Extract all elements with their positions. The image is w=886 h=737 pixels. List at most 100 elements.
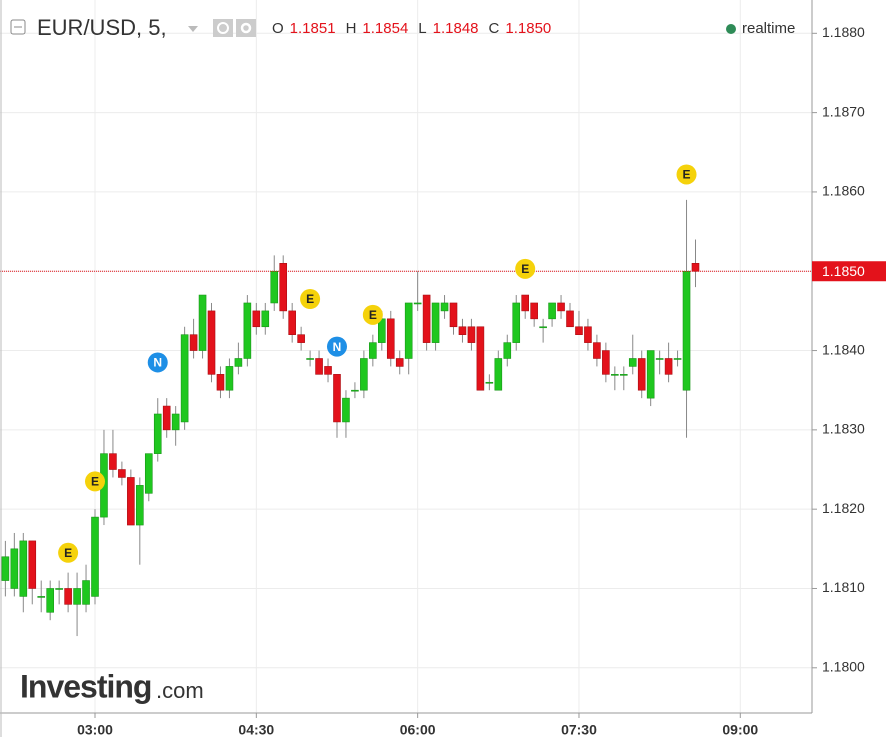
candle-body [270,270,279,304]
y-tick-label: 1.1810 [822,579,865,595]
candle-body [440,302,449,312]
event-label: E [369,308,377,322]
candle-body [73,588,81,605]
status-dot [726,24,736,34]
candle-body [207,310,216,375]
candle-body [548,302,556,320]
candle-body [413,302,422,305]
ohlc-legend: O 1.1851 H 1.1854 L 1.1848 C 1.1850 [272,20,551,37]
candle-body [530,302,538,320]
candles [0,199,812,637]
event-label: E [683,168,691,182]
event-label: E [521,262,529,276]
gear-icon[interactable] [236,19,256,37]
status: realtime [742,20,795,37]
ohlc-key: H [346,20,357,37]
event-label: N [153,356,162,370]
ohlc-value: 1.1851 [290,20,336,37]
candle-body [386,318,395,359]
candle-body [1,556,10,581]
candle-body [682,270,691,391]
ohlc-key: O [272,20,284,37]
y-tick-label: 1.1840 [822,341,865,357]
candle-body [664,358,673,375]
candle-body [584,326,592,343]
candle-body [297,334,305,343]
settings-icon[interactable] [213,19,233,37]
y-tick-label: 1.1820 [822,500,865,516]
event-marker[interactable] [515,258,536,279]
chart-title: EUR/USD, 5, [37,15,167,40]
candle-body [19,540,28,597]
y-tick-label: 1.1830 [822,421,865,437]
candle-body [422,294,431,343]
candle-body [118,469,126,478]
candle-body [64,588,72,605]
candle-body [55,588,63,590]
candle-body [189,334,198,351]
candle-body [28,540,37,589]
candle-body [324,366,332,375]
x-tick-label: 03:00 [77,722,113,737]
candle-body [216,374,225,391]
dropdown-arrow[interactable] [188,26,198,32]
event-marker[interactable] [85,471,106,492]
candle-body [136,485,144,526]
event-marker[interactable] [676,164,697,185]
watermark: Investing [20,668,151,704]
y-tick-label: 1.1880 [822,24,865,40]
candle-body [109,453,117,470]
candle-body [611,374,619,376]
event-marker[interactable] [300,289,321,309]
ohlc-value: 1.1848 [433,20,479,37]
candle-body [467,326,476,343]
candle-body [369,342,377,359]
ohlc-value: 1.1854 [362,20,408,37]
candle-body [180,334,189,423]
y-tick-label: 1.1860 [822,183,865,199]
gear-glyph [240,22,252,34]
candle-body [342,397,350,423]
candle-body [252,310,261,328]
candle-body [395,358,404,367]
y-tick-label: 1.1870 [822,103,865,119]
candle-body [127,477,135,526]
candle-body [404,302,413,359]
candle-body [557,302,565,312]
last-price-box [812,261,886,282]
candle-body [566,310,574,328]
x-tick-label: 06:00 [400,722,436,737]
event-label: E [91,475,99,489]
ohlc-key: L [418,20,426,37]
candle-body [646,350,655,399]
candle-body [494,358,503,391]
candle-body [243,302,252,359]
x-tick-label: 07:30 [561,722,597,737]
candle-body [153,413,162,454]
x-tick-label: 09:00 [722,722,758,737]
candle-body [46,588,54,613]
candle-body [449,302,458,328]
candle-body [171,413,180,431]
event-label: N [333,340,342,354]
candle-body [360,358,368,391]
event-marker[interactable] [147,352,168,373]
last-price-label: 1.1850 [822,263,865,279]
event-marker[interactable] [58,542,79,563]
event-marker[interactable] [362,304,383,325]
candle-body [655,358,664,360]
candle-body [691,263,700,272]
event-marker[interactable] [326,336,347,357]
candle-body [279,263,288,312]
candle-body [333,374,341,423]
candle-body [431,302,440,343]
candle-body [593,342,601,359]
candle-body [575,326,583,335]
candle-body [37,596,46,598]
candle-body [602,350,610,375]
candle-body [288,310,296,335]
watermark-suffix: .com [156,678,204,703]
candle-body [10,548,19,589]
